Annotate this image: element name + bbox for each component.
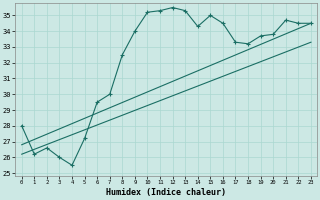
X-axis label: Humidex (Indice chaleur): Humidex (Indice chaleur) (106, 188, 226, 197)
